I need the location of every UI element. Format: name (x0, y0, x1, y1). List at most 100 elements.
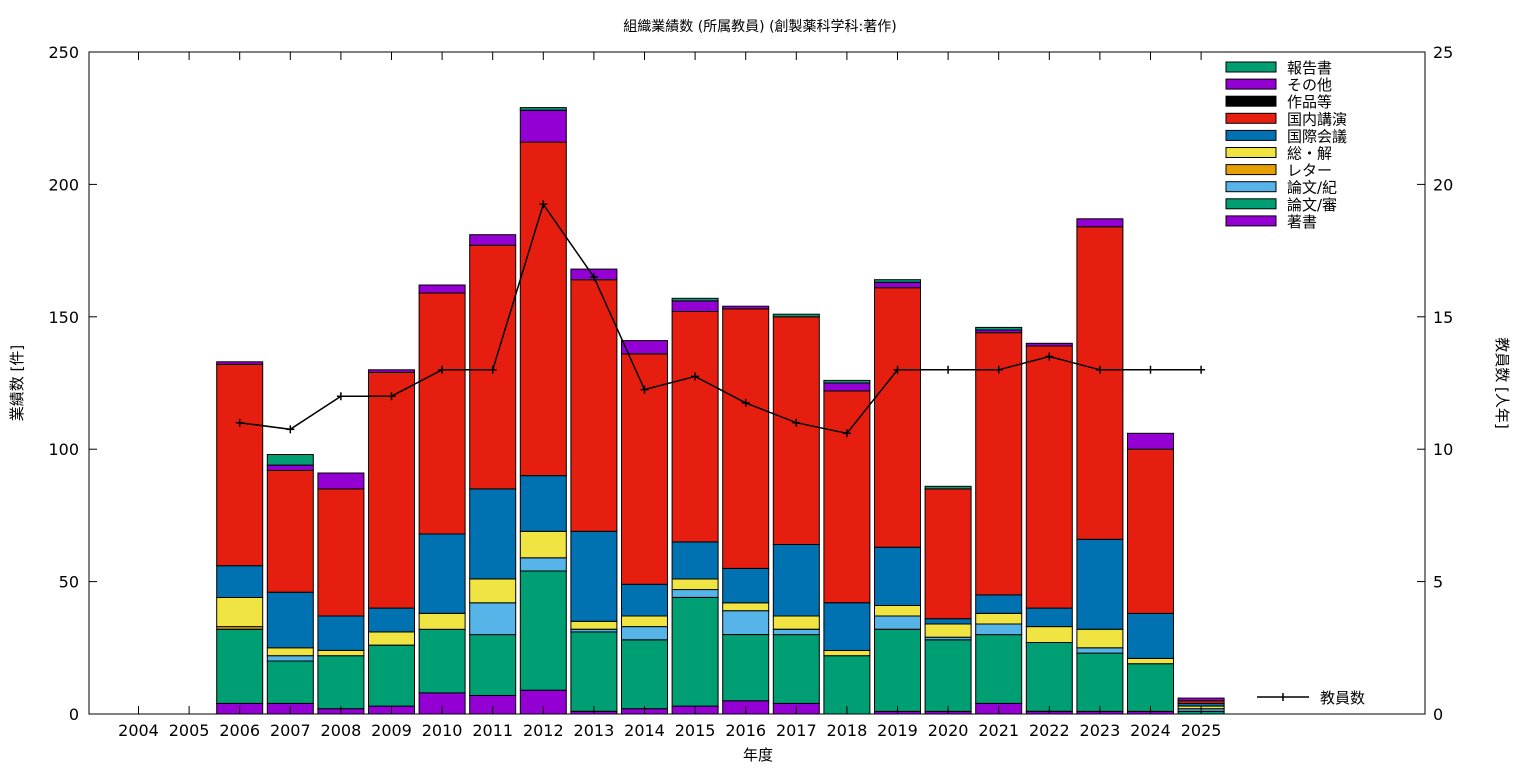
bar-2021-series-5 (975, 594, 1023, 614)
bar-2019-series-9 (874, 279, 921, 283)
y-axis-label: 業績数 [件] (8, 345, 26, 421)
bar-2016-series-8 (722, 305, 770, 310)
line-point (1095, 365, 1104, 374)
bar-2009-series-8 (368, 369, 415, 373)
bar-2008-series-8 (317, 472, 365, 490)
bar-2014-series-4 (621, 615, 668, 628)
bar-2012-series-1 (519, 570, 567, 691)
bar-2011-series-2 (469, 602, 517, 636)
bar-2012-series-2 (519, 557, 567, 572)
bar-2018-series-6 (823, 390, 871, 604)
bar-2006-series-5 (216, 565, 264, 599)
y-tick-label: 250 (48, 43, 79, 62)
legend-swatch (1225, 112, 1277, 124)
bar-2015-series-6 (671, 311, 719, 543)
bar-2014-series-8 (621, 340, 668, 355)
x-tick-label: 2007 (270, 721, 311, 740)
y-tick-label: 100 (48, 440, 79, 459)
bar-2016-series-2 (722, 610, 770, 636)
bar-2009-series-6 (368, 371, 415, 609)
bar-2023-series-5 (1076, 538, 1124, 630)
bar-2023-series-1 (1076, 652, 1124, 712)
bar-2010-series-1 (418, 628, 466, 694)
bar-2008-series-5 (317, 615, 365, 651)
bar-2024-series-1 (1127, 663, 1174, 712)
bar-2009-series-1 (368, 644, 415, 707)
bar-2012-series-5 (519, 475, 567, 532)
y-axis: 0 50 100 150 200 250 (48, 43, 97, 724)
y2-tick-label: 10 (1433, 440, 1453, 459)
x-tick-label: 2006 (219, 721, 260, 740)
bar-2012-series-6 (519, 141, 567, 477)
x-tick-label: 2019 (877, 721, 918, 740)
legend-label: 総・解 (1287, 145, 1332, 163)
legend-label-line: 教員数 (1320, 689, 1365, 707)
legend-swatch (1225, 61, 1277, 73)
bar-2011-series-8 (469, 234, 517, 246)
x-tick-label: 2025 (1181, 721, 1222, 740)
bar-2006-series-4 (216, 597, 264, 628)
legend-swatch (1225, 95, 1277, 107)
bar-2007-series-6 (266, 469, 314, 593)
bar-2014-series-2 (621, 626, 668, 641)
bar-2007-series-4 (266, 647, 314, 657)
bar-2011-series-1 (469, 634, 517, 696)
bar-2015-series-8 (671, 300, 719, 312)
y2-tick-label: 0 (1433, 705, 1443, 724)
line-point (893, 365, 902, 374)
bar-2011-series-4 (469, 578, 517, 604)
legend-swatch (1225, 147, 1277, 158)
bar-2021-series-6 (975, 332, 1023, 596)
line-point (741, 398, 750, 407)
bar-2019-series-5 (874, 546, 921, 607)
bar-2008-series-4 (317, 649, 365, 657)
line-point (488, 365, 497, 374)
line-layer (235, 200, 1206, 438)
bar-2020-series-4 (924, 623, 972, 638)
legend-label: レター (1287, 162, 1332, 180)
line-point (944, 365, 953, 374)
legend-label: 報告書 (1287, 59, 1332, 77)
line-point (640, 385, 649, 394)
bar-2015-series-1 (671, 597, 719, 707)
line-point (336, 392, 345, 401)
bar-2017-series-6 (772, 316, 820, 545)
x-tick-label: 2005 (169, 721, 210, 740)
bar-2021-series-2 (975, 623, 1023, 636)
legend-label: その他 (1287, 76, 1332, 94)
bar-2013-series-1 (570, 631, 618, 712)
bar-2022-series-5 (1025, 607, 1073, 628)
y2-axis-label: 教員数 [人年] (1493, 337, 1511, 428)
y2-axis: 0 5 10 15 20 25 (1417, 43, 1453, 724)
bar-2019-series-8 (874, 281, 921, 289)
y-tick-label: 50 (59, 573, 79, 592)
bar-2019-series-2 (874, 615, 921, 630)
bar-2018-series-8 (823, 382, 871, 392)
line-point (539, 200, 548, 209)
bar-2024-series-4 (1127, 657, 1174, 665)
legend-swatch (1225, 129, 1277, 141)
x-tick-label: 2013 (574, 721, 615, 740)
bar-2007-series-9 (266, 454, 314, 466)
bar-2016-series-4 (722, 602, 770, 612)
x-tick-label: 2018 (827, 721, 868, 740)
bar-2017-series-4 (772, 615, 820, 630)
x-tick-label: 2011 (472, 721, 513, 740)
x-tick-label: 2017 (776, 721, 817, 740)
legend-swatch (1225, 164, 1277, 176)
x-axis: 2004 2005 2006 2007 2008 2009 2010 2011 2012 2013… (118, 52, 1221, 740)
legend-label: 論文/審 (1287, 196, 1337, 214)
bar-2024-series-6 (1127, 448, 1174, 614)
x-tick-label: 2021 (978, 721, 1019, 740)
legend-swatch (1225, 198, 1277, 210)
line-point (842, 429, 851, 438)
x-tick-label: 2020 (928, 721, 969, 740)
x-tick-label: 2015 (675, 721, 716, 740)
line-point (994, 365, 1003, 374)
bar-2020-series-1 (924, 639, 972, 712)
line-teachers (239, 202, 1202, 435)
line-point (387, 392, 396, 401)
legend-swatch (1225, 215, 1277, 227)
line-point (235, 418, 244, 427)
